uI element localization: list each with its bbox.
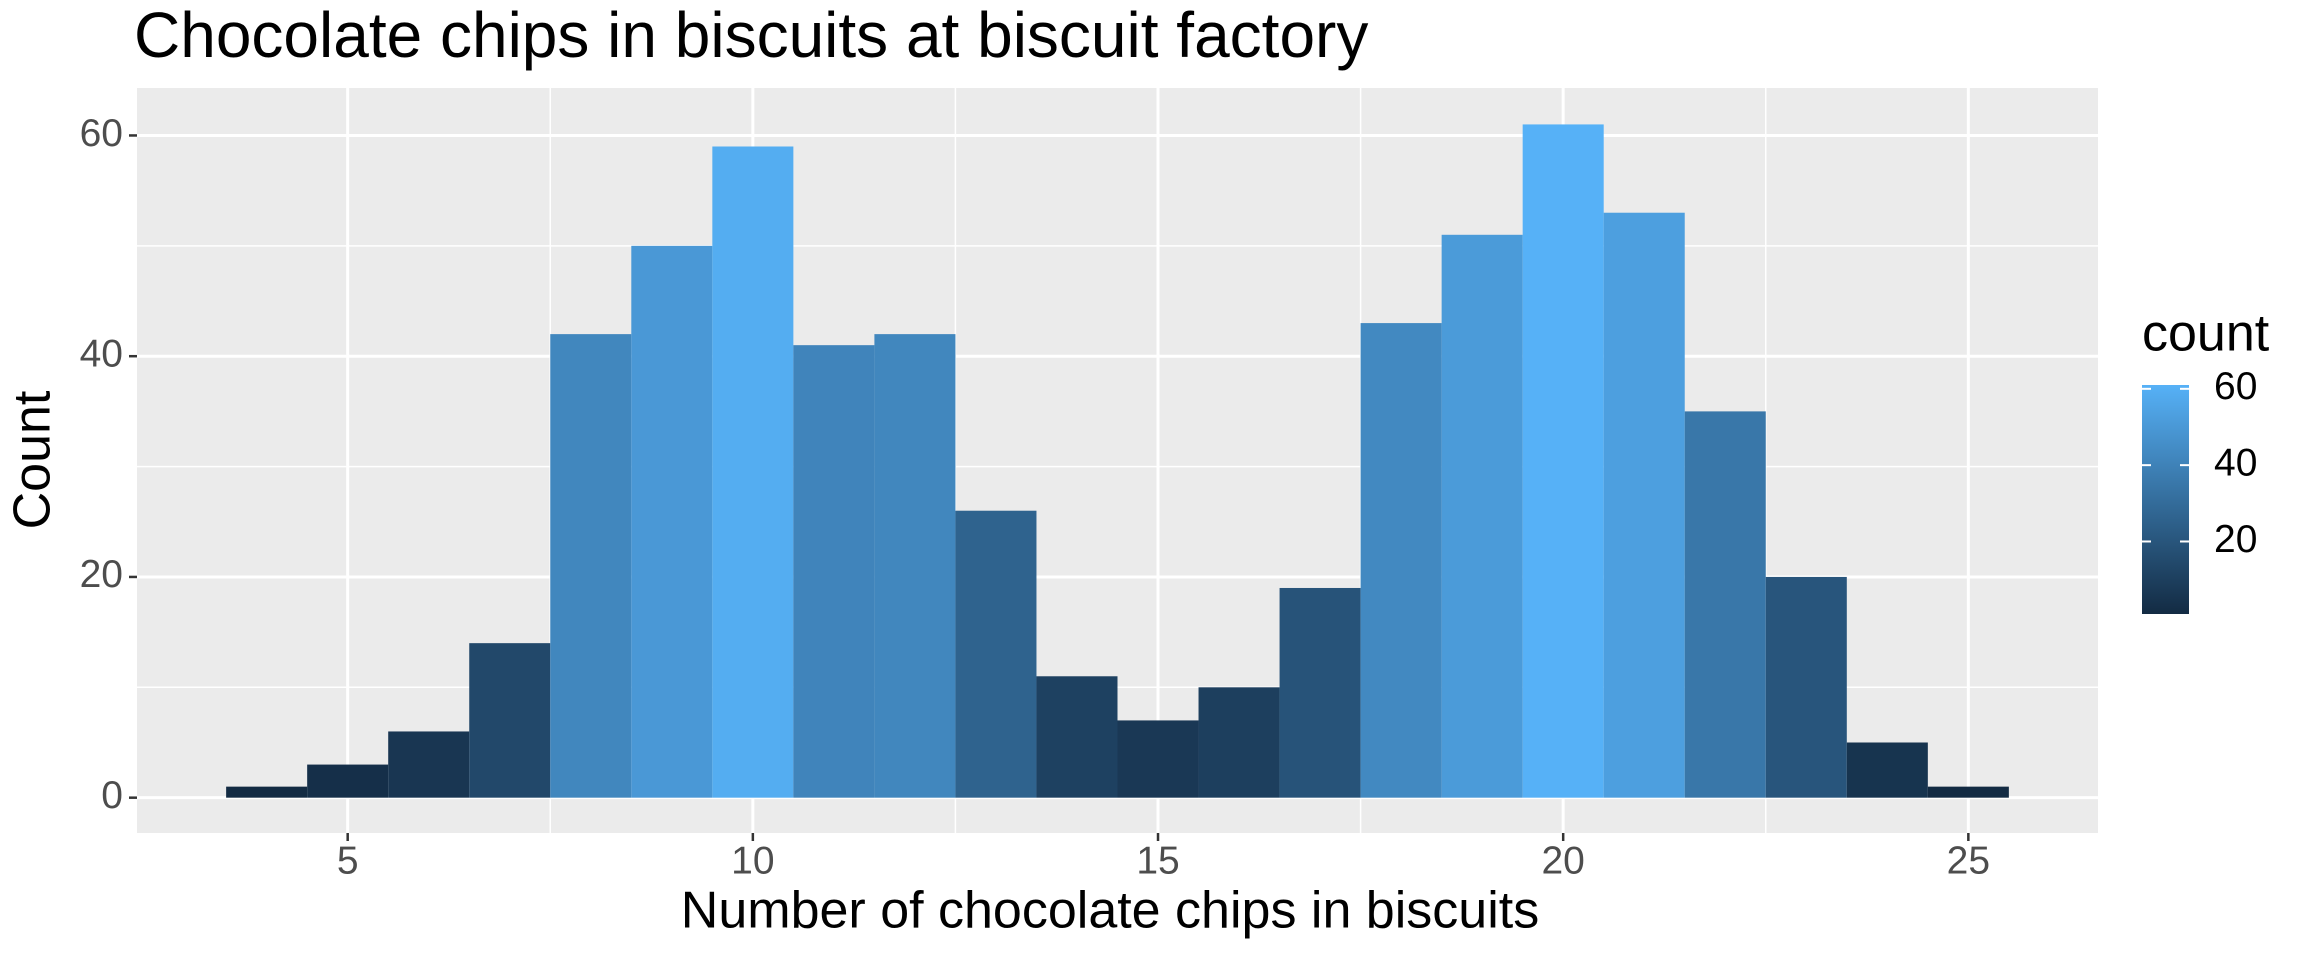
bars [226, 124, 2009, 798]
bar [631, 245, 713, 798]
bar [1765, 576, 1847, 798]
colorbar-label: 20 [2214, 518, 2257, 561]
axes: 0 20 40 60 5 10 15 20 25 [80, 112, 1990, 883]
colorbar-label: 40 [2214, 441, 2257, 484]
x-tick-label: 5 [337, 839, 359, 882]
colorbar-label: 60 [2214, 365, 2257, 408]
y-tick-label: 0 [101, 774, 123, 817]
bar [550, 334, 632, 798]
bar [1927, 786, 2009, 798]
bar [712, 146, 794, 798]
bar [1117, 720, 1199, 798]
bar [1198, 687, 1280, 798]
y-tick-label: 20 [80, 553, 123, 596]
legend-title: count [2142, 305, 2270, 363]
legend: 20 40 60 [2142, 365, 2257, 614]
bar [469, 643, 551, 798]
bar [1279, 587, 1361, 798]
colorbar [2142, 385, 2189, 614]
bar [1684, 411, 1766, 798]
bar [1603, 212, 1685, 798]
bar [955, 510, 1037, 798]
bar [1441, 234, 1523, 798]
bar [1522, 124, 1604, 798]
x-tick-label: 20 [1541, 839, 1584, 882]
bar [1846, 742, 1928, 798]
bar [307, 764, 389, 798]
chart-title: Chocolate chips in biscuits at biscuit f… [134, 0, 1368, 71]
x-tick-label: 10 [731, 839, 774, 882]
y-tick-label: 60 [80, 112, 123, 155]
y-tick-label: 40 [80, 332, 123, 375]
bar [793, 345, 875, 798]
bar [1360, 323, 1442, 798]
bar [874, 334, 956, 798]
x-axis-title: Number of chocolate chips in biscuits [681, 882, 1539, 940]
x-tick-label: 25 [1947, 839, 1990, 882]
bar [1036, 676, 1118, 798]
y-axis-title: Count [4, 390, 62, 529]
x-tick-label: 15 [1136, 839, 1179, 882]
bar [388, 731, 470, 798]
bar [226, 786, 308, 798]
